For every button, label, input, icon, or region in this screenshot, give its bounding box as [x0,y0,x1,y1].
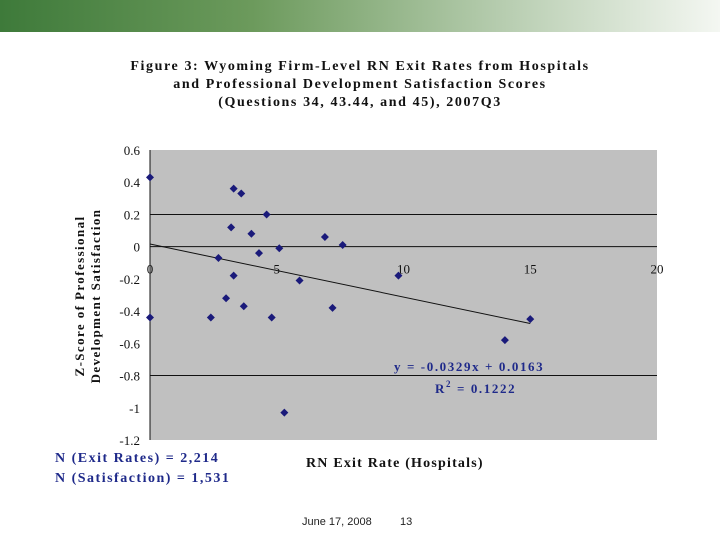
data-point [295,276,304,285]
data-point [146,313,154,322]
plot-area [150,150,657,440]
x-tick-label: 20 [651,262,664,277]
y-tick-label: -0.2 [119,272,140,287]
x-tick-label: 5 [274,262,281,277]
chart-title: Figure 3: Wyoming Firm-Level RN Exit Rat… [100,58,620,112]
y-tick-label: 0 [134,240,141,255]
data-point [239,302,248,311]
y-tick-label: -1.2 [119,433,140,448]
x-axis-label: RN Exit Rate (Hospitals) [306,456,484,471]
x-tick-label: 15 [524,262,537,277]
footer-date: June 17, 2008 [302,516,372,528]
data-point [328,303,337,312]
y-tick-label: 0.2 [124,207,140,222]
y-tick-label: 0.4 [124,175,141,190]
header-gradient-band [0,0,720,32]
data-point [394,271,403,280]
y-tick-label: 0.6 [124,143,141,158]
data-point [526,315,535,324]
data-point [262,210,271,219]
data-point [267,313,276,322]
trendline-r-squared: R2 = 0.1222 [435,379,516,396]
data-point [229,271,238,280]
chart-title-line-2: and Professional Development Satisfactio… [173,77,547,92]
chart-title-line-1: Figure 3: Wyoming Firm-Level RN Exit Rat… [130,59,590,74]
y-tick-label: -1 [129,401,140,416]
data-point [214,253,223,262]
x-tick-label: 0 [147,262,154,277]
data-point [247,229,256,238]
x-tick-label: 10 [397,262,410,277]
y-tick-label: -0.6 [119,336,140,351]
chart-title-line-3: (Questions 34, 43.44, and 45), 2007Q3 [218,95,502,110]
data-point [280,408,289,417]
data-point [500,336,509,345]
data-point [320,233,329,241]
data-point [237,189,246,198]
data-point [222,294,231,303]
footer-page-number: 13 [400,516,413,528]
data-point [338,241,347,250]
data-point [255,249,264,258]
n-satisfaction-note: N (Satisfaction) = 1,531 [55,471,231,486]
n-exit-rates-note: N (Exit Rates) = 2,214 [55,451,220,466]
data-point [146,173,154,182]
trendline-equation: y = -0.0329x + 0.0163 [394,359,544,374]
data-point [206,313,215,322]
trendline [149,243,531,325]
y-tick-label: -0.8 [119,369,140,384]
data-point [227,223,236,232]
data-point [229,184,238,193]
data-point [275,244,284,253]
y-tick-label: -0.4 [119,304,140,319]
